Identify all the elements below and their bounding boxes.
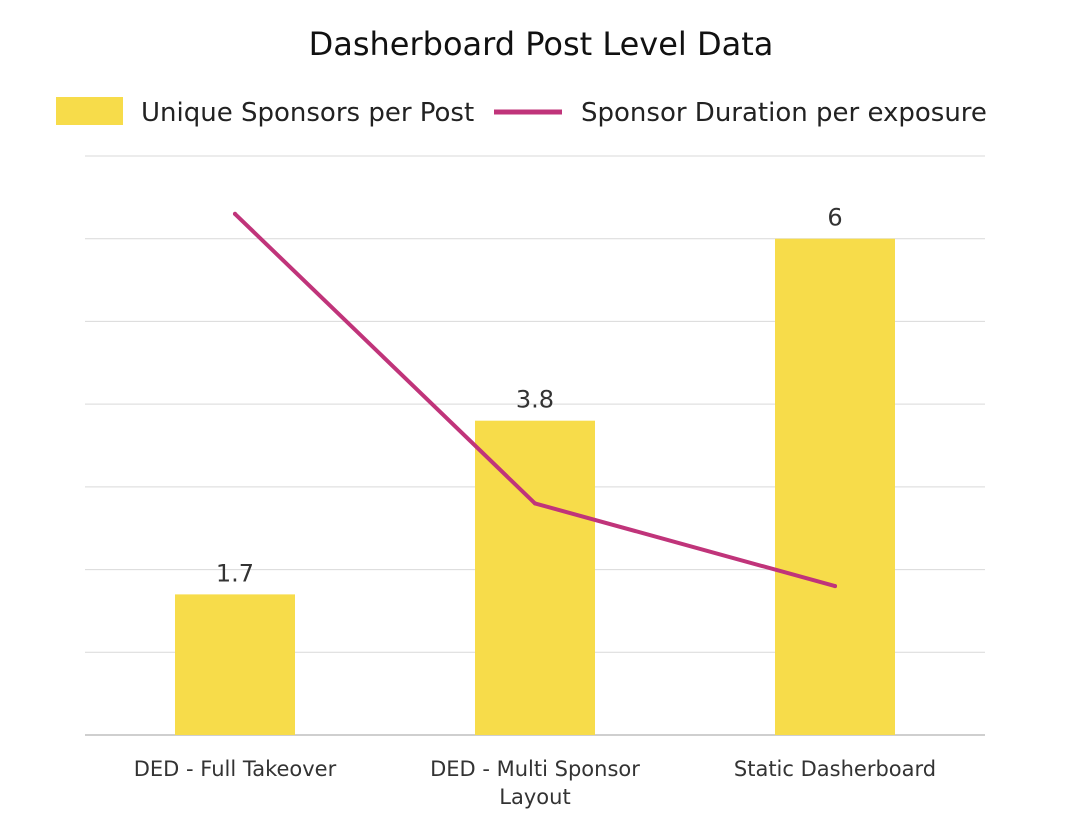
bar <box>775 238 895 735</box>
bar-data-label: 6 <box>827 204 842 232</box>
x-tick-label: Layout <box>499 785 570 809</box>
bar-series <box>175 238 895 735</box>
line-point <box>233 211 237 216</box>
bar <box>475 420 595 735</box>
x-tick-label: DED - Full Takeover <box>134 757 337 781</box>
legend-label-bars: Unique Sponsors per Post <box>141 98 474 128</box>
chart-title: Dasherboard Post Level Data <box>309 25 774 63</box>
legend-swatch-bars <box>56 97 123 125</box>
line-series <box>233 211 837 589</box>
x-axis-labels: DED - Full Takeover DED - Multi Sponsor La… <box>134 757 936 809</box>
x-tick-label: DED - Multi Sponsor <box>430 757 640 781</box>
line-point <box>533 501 537 506</box>
bar-data-label: 1.7 <box>216 559 254 587</box>
line-point <box>833 584 837 589</box>
bar-data-label: 3.8 <box>516 386 554 414</box>
bar <box>175 594 295 735</box>
legend: Unique Sponsors per Post Sponsor Duratio… <box>56 97 987 128</box>
x-tick-label: Static Dasherboard <box>734 757 936 781</box>
data-labels: 1.7 3.8 6 <box>216 204 843 588</box>
legend-label-line: Sponsor Duration per exposure <box>581 98 987 128</box>
